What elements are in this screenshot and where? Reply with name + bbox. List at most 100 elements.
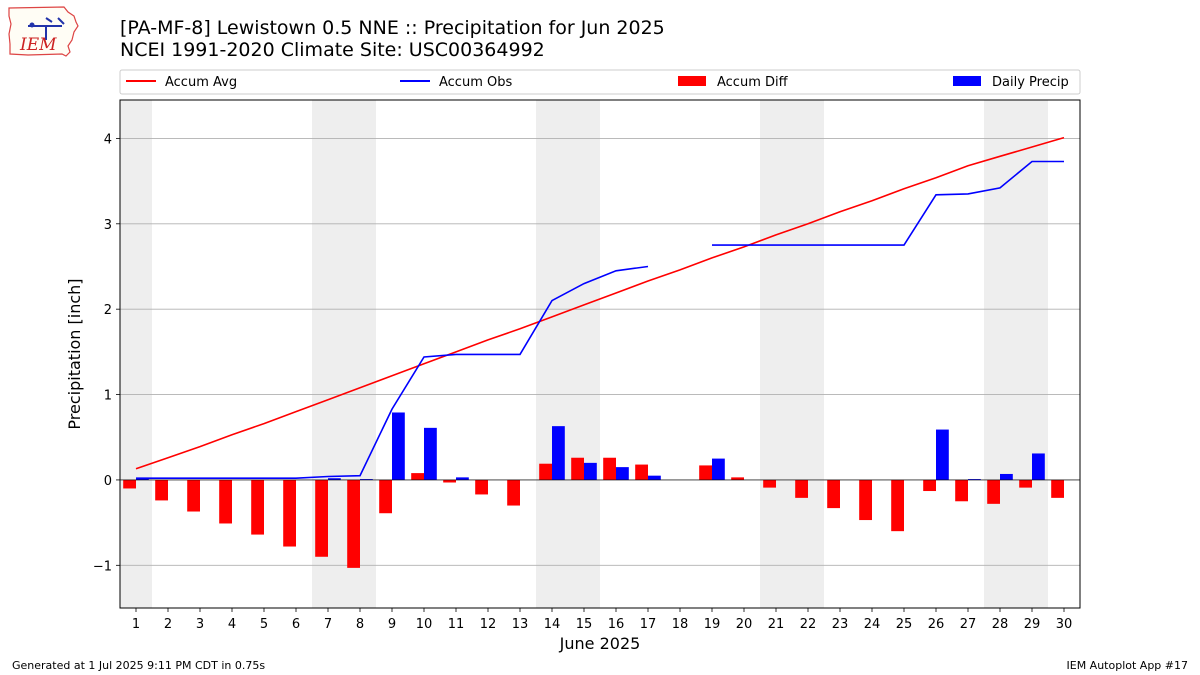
x-tick-label-28: 28 [992,617,1009,632]
daily-precip-bar-9 [392,412,405,480]
legend-label-accum-avg: Accum Avg [165,75,237,90]
daily-precip-bar-10 [424,427,437,480]
plot-frame [119,99,1081,609]
daily-precip-bar-27 [968,479,981,480]
weekend-shade-2 [536,100,600,608]
x-tick-label-15: 15 [576,617,593,632]
weekend-shade-3 [760,100,824,608]
x-tick-label-21: 21 [768,617,785,632]
x-tick-label-25: 25 [896,617,913,632]
accum-diff-bar-20 [731,477,744,480]
daily-precip-bars [136,412,1045,480]
chart-subtitle: NCEI 1991-2020 Climate Site: USC00364992 [120,39,545,61]
accum-obs-line-1 [712,160,1064,246]
accum-diff-bar-3 [187,479,200,512]
x-tick-label-23: 23 [832,617,849,632]
accum-diff-bar-10 [411,473,424,480]
accum-diff-bar-25 [891,479,904,532]
legend: Accum Avg Accum Obs Accum Diff Daily Precip [119,69,1081,95]
x-tick-label-29: 29 [1024,617,1041,632]
iowa-state-outline-icon [8,6,79,57]
x-tick-label-30: 30 [1056,617,1073,632]
legend-swatch-daily-precip [953,76,981,86]
accum-avg-line-0 [135,136,1065,470]
x-tick-label-4: 4 [228,617,236,632]
generated-timestamp: Generated at 1 Jul 2025 9:11 PM CDT in 0… [12,659,266,672]
x-tick-label-7: 7 [324,617,332,632]
x-tick-label-26: 26 [928,617,945,632]
accum-diff-bar-22 [795,479,808,498]
x-tick-label-11: 11 [448,617,465,632]
x-tick-label-3: 3 [196,617,204,632]
daily-precip-bar-16 [616,467,629,480]
accum-diff-bar-15 [571,457,584,480]
accum-diff-bar-28 [987,479,1000,504]
daily-precip-bar-19 [712,458,725,480]
accum-diff-bar-21 [763,479,776,488]
accum-diff-bar-4 [219,479,232,524]
accum-diff-bar-5 [251,479,264,535]
accum-diff-bar-8 [347,479,360,568]
accum-diff-bar-24 [859,479,872,521]
accum-diff-bar-27 [955,479,968,502]
x-tick-label-1: 1 [132,617,140,632]
accum-diff-bar-26 [923,479,936,492]
x-tick-label-12: 12 [480,617,497,632]
x-tick-label-19: 19 [704,617,721,632]
accum-diff-bar-2 [155,479,168,501]
daily-precip-bar-8 [360,479,373,480]
daily-precip-bar-26 [936,429,949,480]
weekend-shade-0 [120,100,152,608]
chart-title: [PA-MF-8] Lewistown 0.5 NNE :: Precipita… [120,17,665,39]
daily-precip-bar-11 [456,477,469,480]
accum-diff-bar-7 [315,479,328,557]
accum-obs-line-0 [136,265,649,480]
daily-precip-bar-28 [1000,473,1013,480]
accum-diff-bar-17 [635,464,648,480]
x-tick-label-17: 17 [640,617,657,632]
accum-diff-bar-11 [443,479,456,483]
y-tick-label-2: 2 [104,303,112,318]
y-tick-label-3: 3 [104,218,112,233]
accumulation-lines [135,136,1065,480]
accum-diff-bar-12 [475,479,488,495]
daily-precip-bar-14 [552,426,565,480]
daily-precip-bar-1 [136,478,149,480]
legend-label-daily-precip: Daily Precip [992,75,1069,90]
accum-diff-bar-23 [827,479,840,509]
legend-label-accum-diff: Accum Diff [717,75,789,90]
legend-swatch-accum-diff [678,76,706,86]
x-tick-label-22: 22 [800,617,817,632]
weekend-shading [120,100,1048,608]
accum-diff-bar-30 [1051,479,1064,498]
y-axis-ticks: −1 0 1 2 3 4 [93,132,120,574]
x-tick-label-14: 14 [544,617,561,632]
x-tick-label-6: 6 [292,617,300,632]
legend-box [119,69,1081,95]
x-tick-label-2: 2 [164,617,172,632]
x-tick-label-18: 18 [672,617,689,632]
y-axis-label: Precipitation [inch] [65,278,84,429]
daily-precip-bar-15 [584,462,597,480]
accum-diff-bar-6 [283,479,296,547]
legend-label-accum-obs: Accum Obs [439,75,512,90]
daily-precip-bar-29 [1032,453,1045,480]
x-tick-label-20: 20 [736,617,753,632]
y-tick-label-0: 0 [104,474,112,489]
weather-station-icon [28,17,65,40]
y-tick-label--1: −1 [93,559,112,574]
logo-text: IEM [19,35,57,55]
y-tick-label-1: 1 [104,389,112,404]
x-tick-label-24: 24 [864,617,881,632]
iem-logo: IEM [8,6,79,57]
sensor-icon [29,22,35,28]
x-axis-label: June 2025 [559,634,641,653]
y-tick-label-4: 4 [104,132,112,147]
accum-diff-bar-13 [507,479,520,506]
x-tick-label-10: 10 [416,617,433,632]
accum-diff-bar-1 [123,479,136,489]
x-tick-label-9: 9 [388,617,396,632]
accum-diff-bar-16 [603,457,616,480]
x-tick-label-13: 13 [512,617,529,632]
